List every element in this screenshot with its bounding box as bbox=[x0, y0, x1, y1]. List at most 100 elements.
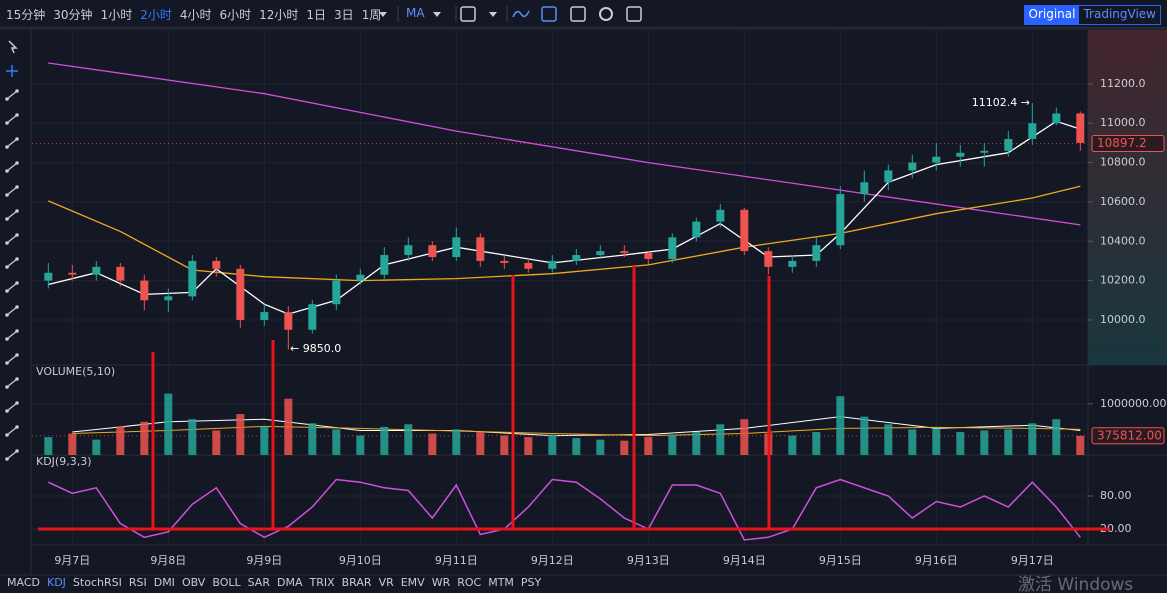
line-icon bbox=[512, 10, 530, 18]
indicator-tab[interactable]: RSI bbox=[128, 576, 147, 589]
candle-body bbox=[356, 274, 365, 281]
volume-bar bbox=[836, 396, 845, 455]
interval-button[interactable]: 3日 bbox=[334, 8, 354, 22]
volume-bar bbox=[164, 393, 173, 455]
indicator-button[interactable]: MA bbox=[406, 6, 425, 20]
interval-button[interactable]: 2小时 bbox=[140, 8, 172, 22]
candle-body bbox=[788, 260, 797, 267]
draw-tool bbox=[15, 305, 19, 309]
candle-body bbox=[164, 296, 173, 301]
volume-bar bbox=[44, 437, 53, 455]
indicator-tab[interactable]: BOLL bbox=[212, 576, 241, 589]
candle-body bbox=[836, 194, 845, 246]
pane-title: KDJ(9,3,3) bbox=[36, 455, 92, 468]
interval-button[interactable]: 15分钟 bbox=[6, 8, 46, 22]
volume-bar bbox=[404, 424, 413, 455]
draw-tool bbox=[15, 113, 19, 117]
indicator-tab[interactable]: BRAR bbox=[341, 576, 372, 589]
volume-bar bbox=[188, 419, 197, 455]
volume-bar bbox=[1052, 419, 1061, 455]
candle-body bbox=[92, 266, 101, 275]
volume-bar bbox=[788, 435, 797, 455]
x-tick-label: 9月8日 bbox=[150, 554, 186, 567]
candle-body bbox=[1004, 138, 1013, 151]
tool-icon bbox=[541, 6, 557, 22]
indicator-tab[interactable]: KDJ bbox=[46, 576, 66, 589]
volume-bar bbox=[500, 435, 509, 455]
draw-tool bbox=[5, 121, 9, 125]
interval-button[interactable]: 4小时 bbox=[179, 8, 212, 22]
y-tick-label: 1000000.00 bbox=[1100, 397, 1166, 410]
kdj-line bbox=[47, 478, 1081, 541]
candle-body bbox=[956, 152, 965, 157]
x-tick-label: 9月12日 bbox=[531, 554, 574, 567]
volume-bar bbox=[1076, 435, 1085, 455]
candle-body bbox=[548, 260, 557, 269]
candle-body bbox=[452, 237, 461, 258]
candle-body bbox=[620, 251, 629, 254]
interval-button[interactable]: 6小时 bbox=[219, 8, 252, 22]
dropdown-icon bbox=[433, 12, 441, 17]
ma-line bbox=[48, 185, 1081, 282]
indicator-tab[interactable]: SAR bbox=[247, 576, 270, 589]
interval-button[interactable]: 12小时 bbox=[259, 8, 299, 22]
volume-bar bbox=[116, 426, 125, 455]
candle-body bbox=[68, 272, 77, 275]
volume-bar bbox=[980, 430, 989, 455]
indicator-tab[interactable]: OBV bbox=[181, 576, 206, 589]
draw-tool bbox=[6, 114, 18, 124]
candle-body bbox=[308, 304, 317, 330]
indicator-tab[interactable]: StochRSI bbox=[72, 576, 122, 589]
interval-button[interactable]: 30分钟 bbox=[53, 8, 93, 22]
ma-line bbox=[48, 120, 1081, 315]
view-button[interactable]: TradingView bbox=[1083, 7, 1156, 21]
indicator-tab[interactable]: EMV bbox=[400, 576, 425, 589]
volume-bar bbox=[1004, 429, 1013, 455]
volume-pane bbox=[32, 393, 1088, 455]
indicator-tab[interactable]: ROC bbox=[457, 576, 482, 589]
indicator-tab[interactable]: MTM bbox=[488, 576, 514, 589]
view-button[interactable]: Original bbox=[1024, 6, 1080, 24]
volume-bar bbox=[332, 429, 341, 455]
draw-tool bbox=[6, 210, 18, 220]
candle-body bbox=[668, 237, 677, 259]
interval-button[interactable]: 1周 bbox=[361, 8, 382, 22]
indicator-tab[interactable]: DMI bbox=[153, 576, 175, 589]
price-pane bbox=[32, 62, 1088, 350]
cursor-tool bbox=[8, 40, 18, 54]
volume-bar bbox=[572, 438, 581, 455]
volume-bar bbox=[908, 429, 917, 455]
draw-tool bbox=[15, 89, 19, 93]
draw-tool bbox=[6, 90, 18, 100]
candle-body bbox=[908, 162, 917, 171]
candle-body bbox=[644, 253, 653, 259]
kdj-pane bbox=[47, 478, 1081, 541]
candle-body bbox=[260, 312, 269, 320]
indicator-tab[interactable]: DMA bbox=[276, 576, 303, 589]
x-tick-label: 9月13日 bbox=[627, 554, 670, 567]
indicator-tab[interactable]: VR bbox=[378, 576, 394, 589]
draw-tool bbox=[6, 282, 18, 292]
draw-tool bbox=[5, 337, 9, 341]
indicator-tab[interactable]: WR bbox=[431, 576, 451, 589]
draw-tool bbox=[15, 353, 19, 357]
interval-button[interactable]: 1日 bbox=[306, 8, 327, 22]
indicator-tab[interactable]: TRIX bbox=[309, 576, 335, 589]
draw-tool bbox=[5, 409, 9, 413]
x-tick-label: 9月9日 bbox=[246, 554, 282, 567]
interval-button[interactable]: 1小时 bbox=[100, 8, 133, 22]
draw-tool bbox=[5, 433, 9, 437]
volume-bar bbox=[548, 434, 557, 455]
axes: 10000.0 10200.0 10400.0 10600.0 10800.0 11000… bbox=[36, 77, 1166, 567]
tool-icon bbox=[626, 6, 642, 22]
draw-tool bbox=[6, 354, 18, 364]
indicator-tab[interactable]: MACD bbox=[7, 576, 40, 589]
last-value-label: 10897.2 bbox=[1097, 136, 1147, 150]
candle-body bbox=[1028, 123, 1037, 139]
volume-bar bbox=[236, 414, 245, 455]
y-tick-label: 10200.0 bbox=[1100, 274, 1146, 287]
indicator-tab[interactable]: PSY bbox=[520, 576, 542, 589]
candle-body bbox=[380, 255, 389, 275]
candle-body bbox=[140, 280, 149, 301]
draw-tool bbox=[5, 289, 9, 293]
